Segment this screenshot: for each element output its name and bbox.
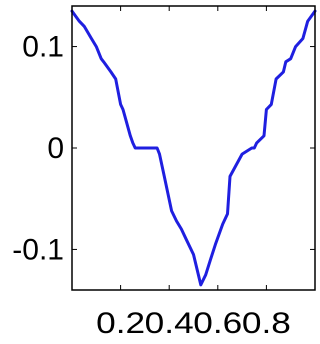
y-tick-label: -0.1	[12, 233, 64, 266]
y-tick-label: 0	[47, 132, 64, 165]
x-axis-ticks: 0.2 0.4 0.6 0.8	[96, 6, 291, 340]
y-axis-ticks: 0.1 0 -0.1	[12, 31, 315, 266]
x-tick-label: 0.4	[145, 307, 194, 340]
x-tick-label: 0.6	[193, 307, 242, 340]
y-tick-label: 0.1	[22, 31, 64, 64]
plot-frame	[71, 5, 316, 291]
x-tick-label: 0.8	[242, 307, 291, 340]
series-line	[70, 9, 317, 287]
x-tick-label: 0.2	[96, 307, 145, 340]
